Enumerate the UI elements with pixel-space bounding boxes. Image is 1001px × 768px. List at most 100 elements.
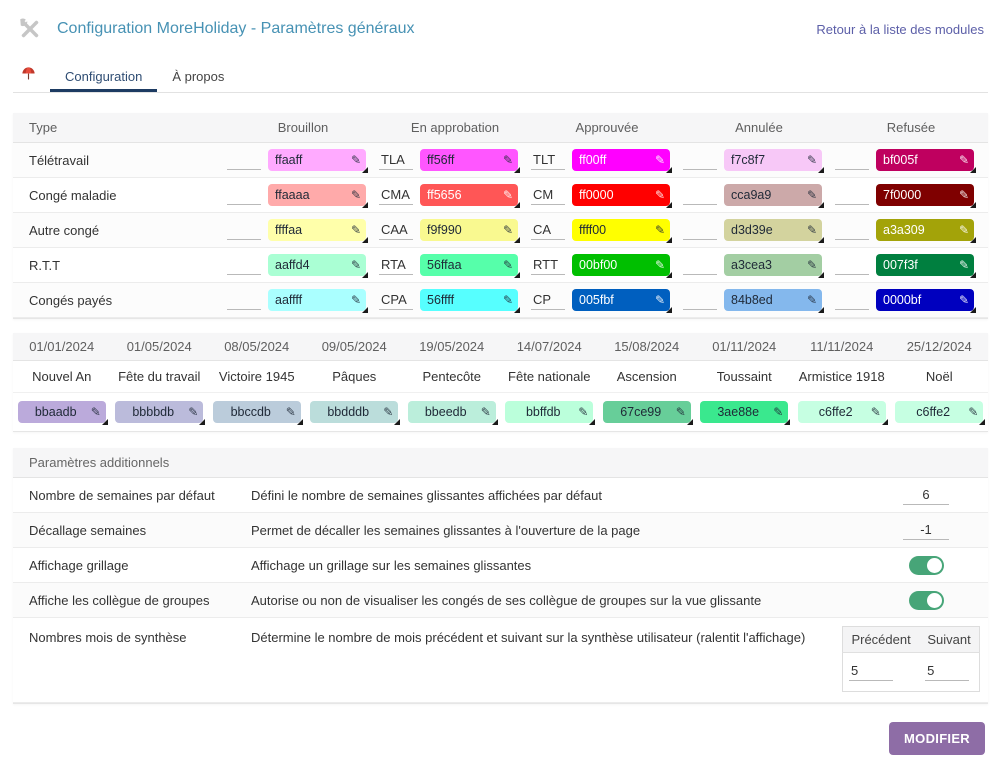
- code-input[interactable]: [379, 290, 413, 310]
- edit-pencil-icon[interactable]: ✎: [480, 405, 491, 419]
- edit-pencil-icon[interactable]: ✎: [350, 293, 361, 307]
- edit-pencil-icon[interactable]: ✎: [958, 153, 969, 167]
- code-input[interactable]: [835, 255, 869, 275]
- code-input[interactable]: [531, 290, 565, 310]
- edit-pencil-icon[interactable]: ✎: [350, 223, 361, 237]
- code-input[interactable]: [683, 290, 717, 310]
- months-before-input[interactable]: [849, 661, 893, 681]
- edit-pencil-icon[interactable]: ✎: [502, 188, 513, 202]
- tab-a-propos[interactable]: À propos: [172, 69, 225, 84]
- color-swatch[interactable]: c6ffe2 ✎: [797, 401, 888, 425]
- group-colleagues-toggle[interactable]: [908, 590, 944, 610]
- edit-pencil-icon[interactable]: ✎: [502, 223, 513, 237]
- color-swatch[interactable]: 007f3f ✎: [876, 254, 976, 278]
- color-swatch[interactable]: c6ffe2 ✎: [895, 401, 986, 425]
- back-to-modules-link[interactable]: Retour à la liste des modules: [816, 21, 984, 37]
- color-swatch[interactable]: 56ffaa ✎: [420, 254, 520, 278]
- week-offset-input[interactable]: [903, 520, 949, 540]
- edit-pencil-icon[interactable]: ✎: [188, 405, 199, 419]
- color-swatch[interactable]: bbeedb ✎: [407, 401, 498, 425]
- color-swatch[interactable]: aaffff ✎: [268, 289, 368, 313]
- color-swatch[interactable]: ff56ff ✎: [420, 149, 520, 173]
- color-swatch[interactable]: a3a309 ✎: [876, 219, 976, 243]
- color-swatch[interactable]: bbccdb ✎: [212, 401, 303, 425]
- code-input[interactable]: [683, 220, 717, 240]
- color-swatch[interactable]: 00bf00 ✎: [572, 254, 672, 278]
- color-swatch[interactable]: ffff00 ✎: [572, 219, 672, 243]
- color-swatch[interactable]: bbffdb ✎: [505, 401, 596, 425]
- color-swatch[interactable]: 0000bf ✎: [876, 289, 976, 313]
- color-swatch[interactable]: ff00ff ✎: [572, 149, 672, 173]
- edit-pencil-icon[interactable]: ✎: [806, 223, 817, 237]
- color-swatch[interactable]: ffffaa ✎: [268, 219, 368, 243]
- color-swatch[interactable]: ff5656 ✎: [420, 184, 520, 208]
- edit-pencil-icon[interactable]: ✎: [502, 293, 513, 307]
- code-input[interactable]: [835, 290, 869, 310]
- edit-pencil-icon[interactable]: ✎: [958, 223, 969, 237]
- weeks-default-input[interactable]: [903, 485, 949, 505]
- edit-pencil-icon[interactable]: ✎: [806, 188, 817, 202]
- edit-pencil-icon[interactable]: ✎: [958, 188, 969, 202]
- color-swatch[interactable]: d3d39e ✎: [724, 219, 824, 243]
- code-input[interactable]: [227, 255, 261, 275]
- color-swatch[interactable]: 7f0000 ✎: [876, 184, 976, 208]
- color-swatch[interactable]: cca9a9 ✎: [724, 184, 824, 208]
- edit-pencil-icon[interactable]: ✎: [654, 293, 665, 307]
- code-input[interactable]: [683, 185, 717, 205]
- edit-pencil-icon[interactable]: ✎: [654, 153, 665, 167]
- edit-pencil-icon[interactable]: ✎: [383, 405, 394, 419]
- color-swatch[interactable]: bbdddb ✎: [310, 401, 401, 425]
- code-input[interactable]: [683, 150, 717, 170]
- color-swatch[interactable]: bf005f ✎: [876, 149, 976, 173]
- edit-pencil-icon[interactable]: ✎: [285, 405, 296, 419]
- color-swatch[interactable]: ffaaff ✎: [268, 149, 368, 173]
- code-input[interactable]: [835, 185, 869, 205]
- grid-display-toggle[interactable]: [908, 555, 944, 575]
- edit-pencil-icon[interactable]: ✎: [806, 153, 817, 167]
- color-swatch[interactable]: ffaaaa ✎: [268, 184, 368, 208]
- edit-pencil-icon[interactable]: ✎: [654, 188, 665, 202]
- color-swatch[interactable]: 56ffff ✎: [420, 289, 520, 313]
- color-swatch[interactable]: 67ce99 ✎: [602, 401, 693, 425]
- modify-button[interactable]: MODIFIER: [889, 722, 985, 755]
- color-swatch[interactable]: a3cea3 ✎: [724, 254, 824, 278]
- code-input[interactable]: [683, 255, 717, 275]
- edit-pencil-icon[interactable]: ✎: [654, 223, 665, 237]
- color-swatch[interactable]: aaffd4 ✎: [268, 254, 368, 278]
- color-swatch[interactable]: 3ae88e ✎: [700, 401, 791, 425]
- code-input[interactable]: [531, 150, 565, 170]
- code-input[interactable]: [379, 220, 413, 240]
- color-swatch[interactable]: 84b8ed ✎: [724, 289, 824, 313]
- code-input[interactable]: [531, 255, 565, 275]
- edit-pencil-icon[interactable]: ✎: [654, 258, 665, 272]
- edit-pencil-icon[interactable]: ✎: [806, 293, 817, 307]
- edit-pencil-icon[interactable]: ✎: [773, 405, 784, 419]
- edit-pencil-icon[interactable]: ✎: [578, 405, 589, 419]
- code-input[interactable]: [835, 220, 869, 240]
- tab-configuration[interactable]: Configuration: [50, 60, 158, 92]
- code-input[interactable]: [227, 185, 261, 205]
- edit-pencil-icon[interactable]: ✎: [958, 293, 969, 307]
- code-input[interactable]: [227, 150, 261, 170]
- edit-pencil-icon[interactable]: ✎: [968, 405, 979, 419]
- code-input[interactable]: [835, 150, 869, 170]
- code-input[interactable]: [531, 220, 565, 240]
- edit-pencil-icon[interactable]: ✎: [350, 188, 361, 202]
- edit-pencil-icon[interactable]: ✎: [806, 258, 817, 272]
- code-input[interactable]: [531, 185, 565, 205]
- color-swatch[interactable]: bbbbdb ✎: [115, 401, 206, 425]
- code-input[interactable]: [227, 220, 261, 240]
- edit-pencil-icon[interactable]: ✎: [675, 405, 686, 419]
- color-swatch[interactable]: bbaadb ✎: [17, 401, 108, 425]
- edit-pencil-icon[interactable]: ✎: [958, 258, 969, 272]
- edit-pencil-icon[interactable]: ✎: [870, 405, 881, 419]
- months-after-input[interactable]: [925, 661, 970, 681]
- edit-pencil-icon[interactable]: ✎: [90, 405, 101, 419]
- code-input[interactable]: [379, 185, 413, 205]
- edit-pencil-icon[interactable]: ✎: [502, 153, 513, 167]
- color-swatch[interactable]: f7c8f7 ✎: [724, 149, 824, 173]
- code-input[interactable]: [379, 150, 413, 170]
- edit-pencil-icon[interactable]: ✎: [350, 258, 361, 272]
- code-input[interactable]: [227, 290, 261, 310]
- color-swatch[interactable]: ff0000 ✎: [572, 184, 672, 208]
